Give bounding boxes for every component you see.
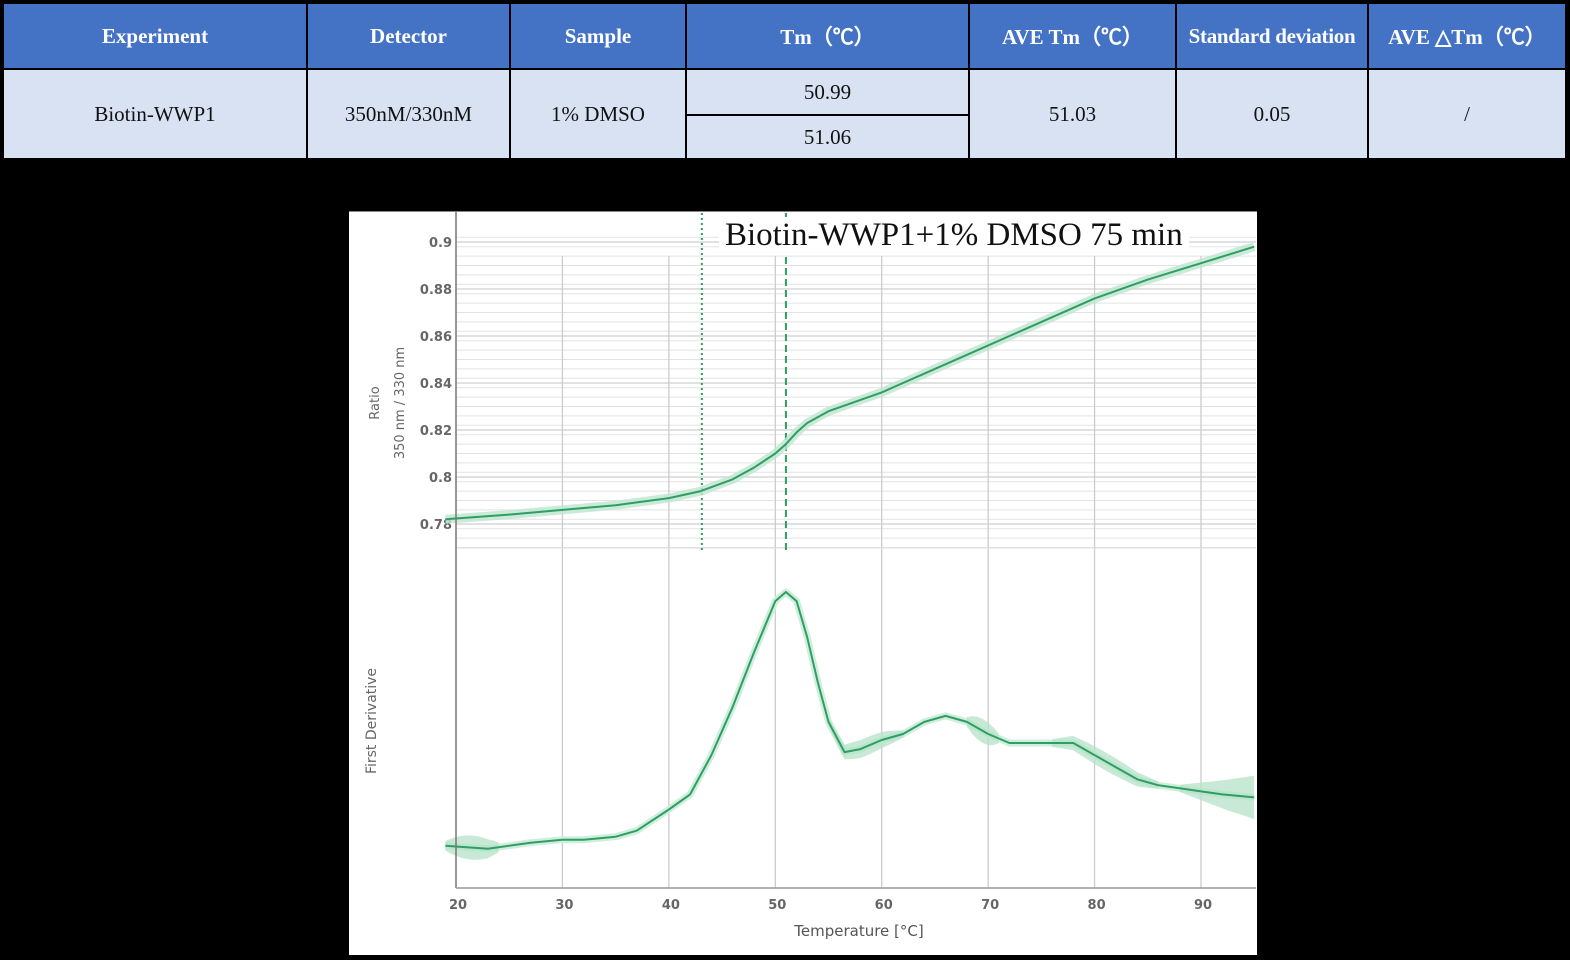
axis-labels: Ratio 350 nm / 330 nm — [368, 347, 408, 459]
tm-markers — [700, 213, 787, 550]
ratio-tick-label: 0.82 — [420, 424, 452, 439]
ratio-tick-label: 0.78 — [420, 518, 452, 533]
header-sample: Sample — [511, 4, 685, 68]
cell-tm-2: 51.06 — [687, 116, 968, 158]
chart-canvas: 0.9 0.88 0.86 0.84 0.82 0.8 0.78 20 30 40 50 60 70 8… — [349, 211, 1257, 913]
x-tick-label: 90 — [1194, 898, 1212, 913]
ratio-gridlines: 0.9 0.88 0.86 0.84 0.82 0.8 0.78 — [420, 236, 1256, 548]
y-axis-label-ratio — [375, 396, 405, 466]
ratio-tick-label: 0.9 — [429, 236, 452, 251]
axes: 20 30 40 50 60 70 80 90 — [349, 211, 1257, 913]
x-tick-label: 80 — [1088, 898, 1106, 913]
ratio-tick-label: 0.84 — [420, 377, 452, 392]
x-tick-label: 70 — [981, 898, 999, 913]
results-table: Experiment Detector Sample Tm（℃） AVE Tm（… — [0, 0, 1570, 162]
header-experiment: Experiment — [4, 4, 306, 68]
ratio-axis-label: Ratio 350 nm / 330 nm — [368, 347, 408, 459]
ratio-curve — [445, 242, 1256, 524]
x-tick-label: 20 — [449, 898, 467, 913]
cell-sample: 1% DMSO — [511, 70, 685, 158]
cell-ave-tm: 51.03 — [970, 70, 1175, 158]
derivative-curve — [445, 588, 1255, 860]
ratio-tick-label: 0.88 — [420, 283, 452, 298]
derivative-gridlines — [456, 256, 1256, 888]
chart-title: Biotin-WWP1+1% DMSO 75 min — [719, 217, 1189, 254]
ratio-tick-label: 0.86 — [420, 330, 452, 345]
svg-text:Ratio: Ratio — [368, 386, 383, 419]
x-tick-label: 30 — [555, 898, 573, 913]
x-tick-label: 60 — [875, 898, 893, 913]
cell-experiment: Biotin-WWP1 — [4, 70, 306, 158]
x-tick-label: 50 — [768, 898, 786, 913]
header-ave-tm: AVE Tm（℃） — [970, 4, 1175, 68]
cell-tm-1: 50.99 — [687, 70, 968, 114]
svg-text:350 nm / 330 nm: 350 nm / 330 nm — [393, 347, 408, 459]
header-ave-delta-tm: AVE △Tm（℃） — [1369, 4, 1565, 68]
y-axis-label-derivative: First Derivative — [364, 667, 380, 775]
header-detector: Detector — [308, 4, 509, 68]
x-tick-label: 40 — [662, 898, 680, 913]
header-tm: Tm（℃） — [687, 4, 968, 68]
cell-ave-delta-tm: / — [1369, 70, 1565, 158]
cell-std-dev: 0.05 — [1177, 70, 1367, 158]
thermal-unfolding-chart: 0.9 0.88 0.86 0.84 0.82 0.8 0.78 20 30 40 50 60 70 8… — [349, 211, 1257, 955]
header-std-dev: Standard deviation — [1177, 4, 1367, 68]
cell-detector: 350nM/330nM — [308, 70, 509, 158]
x-axis-label: Temperature [°C] — [794, 922, 924, 940]
ratio-tick-label: 0.8 — [429, 471, 452, 486]
